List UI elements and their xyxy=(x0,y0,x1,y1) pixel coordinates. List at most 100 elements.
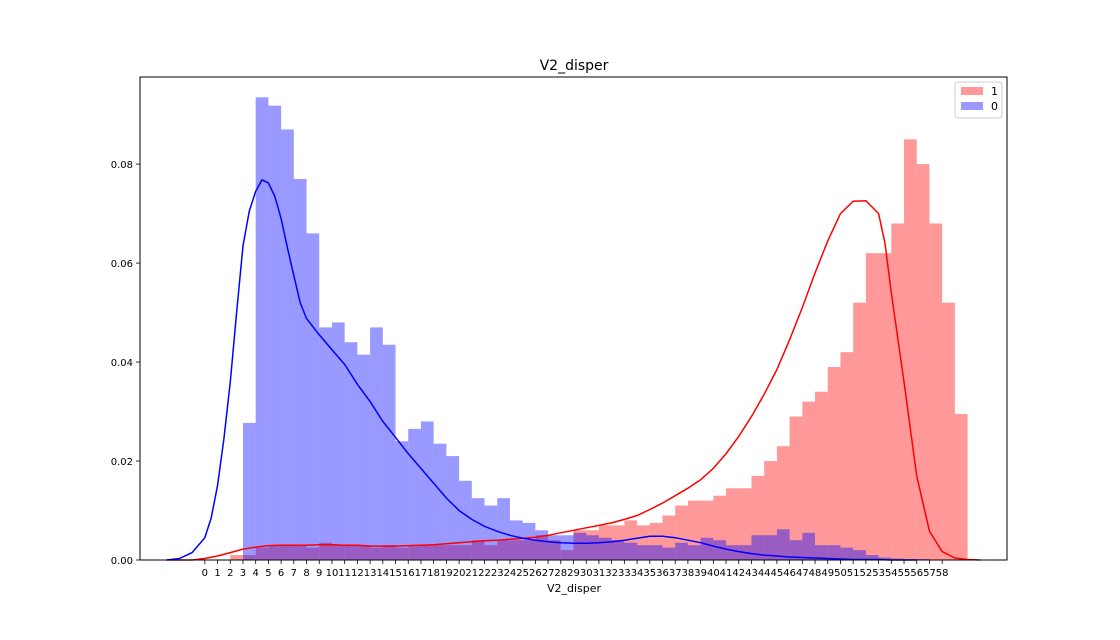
x-tick-label: 30 xyxy=(580,568,593,579)
hist-bar-series-0 xyxy=(370,327,383,560)
hist-bar-series-1 xyxy=(789,416,803,560)
hist-bar-series-0 xyxy=(598,537,612,560)
legend-label-0: 0 xyxy=(991,100,998,113)
hist-bar-series-1 xyxy=(331,545,345,560)
legend-swatch-1 xyxy=(961,87,983,95)
x-tick-label: 20 xyxy=(453,568,466,579)
x-tick-label: 44 xyxy=(758,568,771,579)
hist-bar-series-1 xyxy=(916,164,930,560)
hist-bar-series-1 xyxy=(230,555,243,560)
x-tick-label: 33 xyxy=(618,568,631,579)
hist-bar-series-0 xyxy=(637,545,650,560)
x-tick-label: 25 xyxy=(516,568,529,579)
x-tick-label: 17 xyxy=(415,568,428,579)
x-tick-label: 18 xyxy=(427,568,440,579)
hist-bar-series-1 xyxy=(306,547,320,560)
x-tick-label: 15 xyxy=(389,568,402,579)
hist-bar-series-1 xyxy=(878,253,892,561)
x-tick-label: 51 xyxy=(847,568,860,579)
x-tick-label: 1 xyxy=(214,568,220,579)
hist-bar-series-0 xyxy=(382,344,396,560)
x-tick-label: 48 xyxy=(809,568,822,579)
x-tick-label: 2 xyxy=(227,568,233,579)
hist-bar-series-1 xyxy=(954,414,968,560)
hist-bar-series-1 xyxy=(408,546,421,560)
y-tick-label: 0.08 xyxy=(111,160,133,171)
y-tick-label: 0.06 xyxy=(111,259,133,270)
x-tick-label: 50 xyxy=(834,568,847,579)
hist-bar-series-0 xyxy=(395,441,409,560)
x-tick-label: 42 xyxy=(732,568,745,579)
x-tick-label: 4 xyxy=(252,568,258,579)
x-tick-label: 57 xyxy=(923,568,936,579)
x-tick-label: 43 xyxy=(745,568,758,579)
hist-bar-series-0 xyxy=(293,178,307,560)
hist-bar-series-0 xyxy=(509,520,523,560)
hist-bar-series-0 xyxy=(459,480,472,560)
hist-bar-series-1 xyxy=(509,540,523,560)
hist-bar-series-0 xyxy=(815,545,828,560)
x-tick-label: 37 xyxy=(669,568,682,579)
x-tick-label: 7 xyxy=(291,568,297,579)
hist-bar-series-1 xyxy=(675,505,688,560)
x-tick-label: 34 xyxy=(631,568,644,579)
x-tick-label: 6 xyxy=(278,568,284,579)
hist-bar-series-0 xyxy=(624,542,638,560)
hist-bar-series-0 xyxy=(319,327,332,560)
x-tick-label: 36 xyxy=(656,568,669,579)
x-tick-label: 47 xyxy=(796,568,809,579)
hist-bar-series-1 xyxy=(420,545,434,560)
x-axis: 0 1 2 3 4 5 6 7 8 9 10 11 12 13 14 15 16 17 18 19 20 21 22 23 24… xyxy=(202,560,949,579)
legend: 1 0 xyxy=(954,81,1003,119)
hist-bar-series-0 xyxy=(357,354,371,560)
hist-bar-series-0 xyxy=(649,545,663,560)
x-tick-label: 28 xyxy=(554,568,567,579)
legend-swatch-0 xyxy=(961,102,983,110)
hist-bar-series-1 xyxy=(891,223,905,560)
hist-bar-series-0 xyxy=(687,545,701,560)
hist-bar-series-1 xyxy=(904,139,917,561)
y-tick-label: 0.04 xyxy=(111,358,133,369)
hist-bar-series-1 xyxy=(573,530,587,560)
x-tick-label: 40 xyxy=(707,568,720,579)
x-tick-label: 23 xyxy=(491,568,504,579)
hist-bar-series-1 xyxy=(382,545,396,560)
chart-title: V2_disper xyxy=(540,58,609,74)
x-tick-label: 27 xyxy=(542,568,555,579)
x-tick-label: 29 xyxy=(567,568,580,579)
hist-bar-series-0 xyxy=(853,550,866,560)
legend-box xyxy=(954,81,1003,119)
hist-bar-series-0 xyxy=(446,456,460,560)
hist-bar-series-0 xyxy=(268,105,282,560)
hist-bar-series-0 xyxy=(751,535,765,560)
hist-bar-series-0 xyxy=(522,522,536,560)
hist-bar-series-1 xyxy=(713,495,727,560)
x-tick-label: 3 xyxy=(240,568,246,579)
x-tick-label: 19 xyxy=(440,568,453,579)
hist-bar-series-0 xyxy=(713,540,727,560)
x-tick-label: 54 xyxy=(885,568,898,579)
hist-bar-series-0 xyxy=(662,547,676,560)
hist-bar-series-1 xyxy=(548,540,561,560)
x-tick-label: 53 xyxy=(872,568,885,579)
x-tick-label: 13 xyxy=(364,568,377,579)
hist-bar-series-0 xyxy=(471,498,485,560)
x-tick-label: 9 xyxy=(316,568,322,579)
hist-bar-series-1 xyxy=(433,545,447,560)
x-tick-label: 56 xyxy=(910,568,923,579)
hist-bar-series-1 xyxy=(395,547,409,560)
x-tick-label: 26 xyxy=(529,568,542,579)
hist-bar-series-0 xyxy=(484,505,498,560)
hist-bar-series-0 xyxy=(408,428,421,560)
hist-bar-series-0 xyxy=(802,532,816,560)
hist-bar-series-0 xyxy=(255,97,269,560)
hist-bar-series-1 xyxy=(726,488,739,560)
x-tick-label: 11 xyxy=(338,568,351,579)
hist-bar-series-1 xyxy=(281,545,294,560)
hist-bar-series-1 xyxy=(738,488,752,560)
hist-bar-series-1 xyxy=(853,302,866,560)
hist-bar-series-1 xyxy=(446,545,460,560)
kde-line-series-1 xyxy=(166,199,981,561)
hist-bar-series-0 xyxy=(840,547,854,560)
